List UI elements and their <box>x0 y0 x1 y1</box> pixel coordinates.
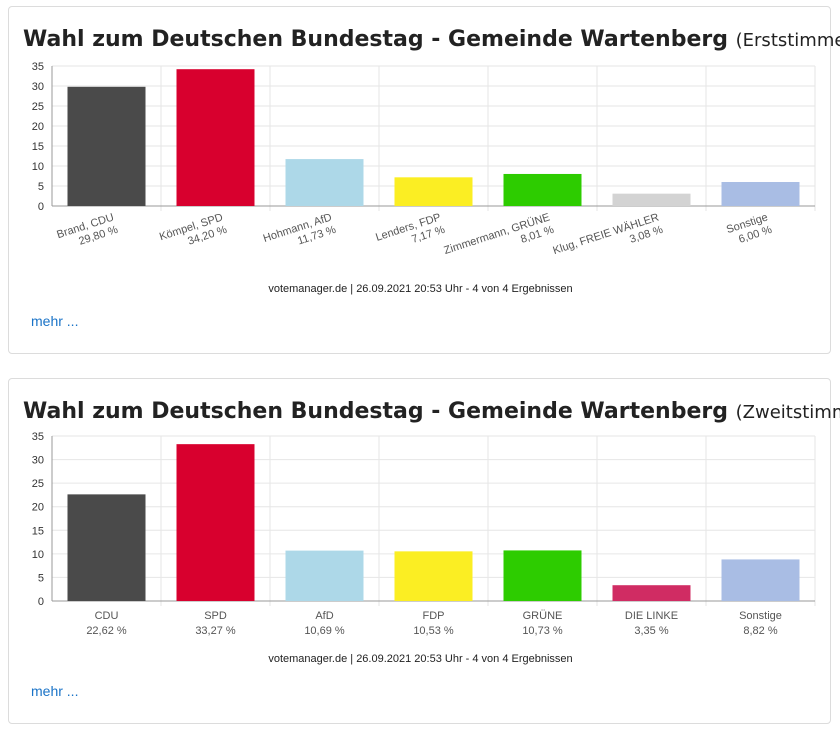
y-tick-label: 30 <box>32 81 44 93</box>
more-link[interactable]: mehr ... <box>31 683 79 699</box>
y-tick-label: 0 <box>38 596 44 608</box>
y-tick-label: 5 <box>38 181 44 193</box>
data-label: 8,82 % <box>743 625 777 637</box>
y-tick-label: 10 <box>32 161 44 173</box>
results-card-erststimmen: Wahl zum Deutschen Bundestag - Gemeinde … <box>8 6 840 354</box>
y-tick-label: 35 <box>32 431 44 443</box>
chart-title: Wahl zum Deutschen Bundestag - Gemeinde … <box>23 399 840 424</box>
bar <box>394 551 473 601</box>
x-tick-label: AfD <box>315 610 333 622</box>
y-tick-label: 20 <box>32 502 44 514</box>
bar-chart-zweitstimmen: 0 5 10 15 20 25 30 35 CDU 22,62 % SPD 33,27 % AfD 10,… <box>32 431 816 637</box>
bar <box>67 86 146 206</box>
bar <box>612 193 691 206</box>
chart-title-main: Wahl zum Deutschen Bundestag - Gemeinde … <box>23 399 728 424</box>
x-tick-label: Sonstige <box>739 610 782 622</box>
data-label: 10,69 % <box>304 625 345 637</box>
data-label: 10,73 % <box>522 625 563 637</box>
y-tick-label: 25 <box>32 478 44 490</box>
data-label: 33,27 % <box>195 625 236 637</box>
data-label: 22,62 % <box>86 625 127 637</box>
y-tick-label: 0 <box>38 201 44 213</box>
bar <box>721 182 800 206</box>
bar <box>721 559 800 601</box>
y-tick-label: 25 <box>32 101 44 113</box>
results-card-zweitstimmen: Wahl zum Deutschen Bundestag - Gemeinde … <box>8 378 840 724</box>
more-link[interactable]: mehr ... <box>31 313 79 329</box>
chart-subtitle: (Zweitstimmen) <box>735 402 840 423</box>
bar <box>285 159 364 206</box>
y-tick-label: 5 <box>38 572 44 584</box>
y-tick-label: 10 <box>32 549 44 561</box>
y-tick-label: 15 <box>32 525 44 537</box>
x-tick-label: SPD <box>204 610 227 622</box>
bar <box>67 494 146 601</box>
bar <box>176 69 255 206</box>
chart-subtitle: (Erststimmen) <box>735 30 840 51</box>
y-tick-label: 30 <box>32 455 44 467</box>
x-tick-label: CDU <box>95 610 119 622</box>
x-tick-label: DIE LINKE <box>625 610 678 622</box>
bar <box>394 177 473 206</box>
bar <box>176 444 255 601</box>
source-note: votemanager.de | 26.09.2021 20:53 Uhr - … <box>268 283 573 295</box>
chart-title: Wahl zum Deutschen Bundestag - Gemeinde … <box>23 27 840 52</box>
bar <box>503 173 582 206</box>
y-tick-label: 15 <box>32 141 44 153</box>
source-note: votemanager.de | 26.09.2021 20:53 Uhr - … <box>268 653 573 665</box>
y-tick-label: 20 <box>32 121 44 133</box>
bar <box>503 550 582 601</box>
data-label: 3,35 % <box>634 625 668 637</box>
x-tick-label: FDP <box>423 610 445 622</box>
x-tick-label: GRÜNE <box>523 610 563 622</box>
bar <box>285 550 364 601</box>
y-tick-label: 35 <box>32 61 44 73</box>
data-label: 10,53 % <box>413 625 454 637</box>
chart-title-main: Wahl zum Deutschen Bundestag - Gemeinde … <box>23 27 728 52</box>
bar <box>612 585 691 601</box>
